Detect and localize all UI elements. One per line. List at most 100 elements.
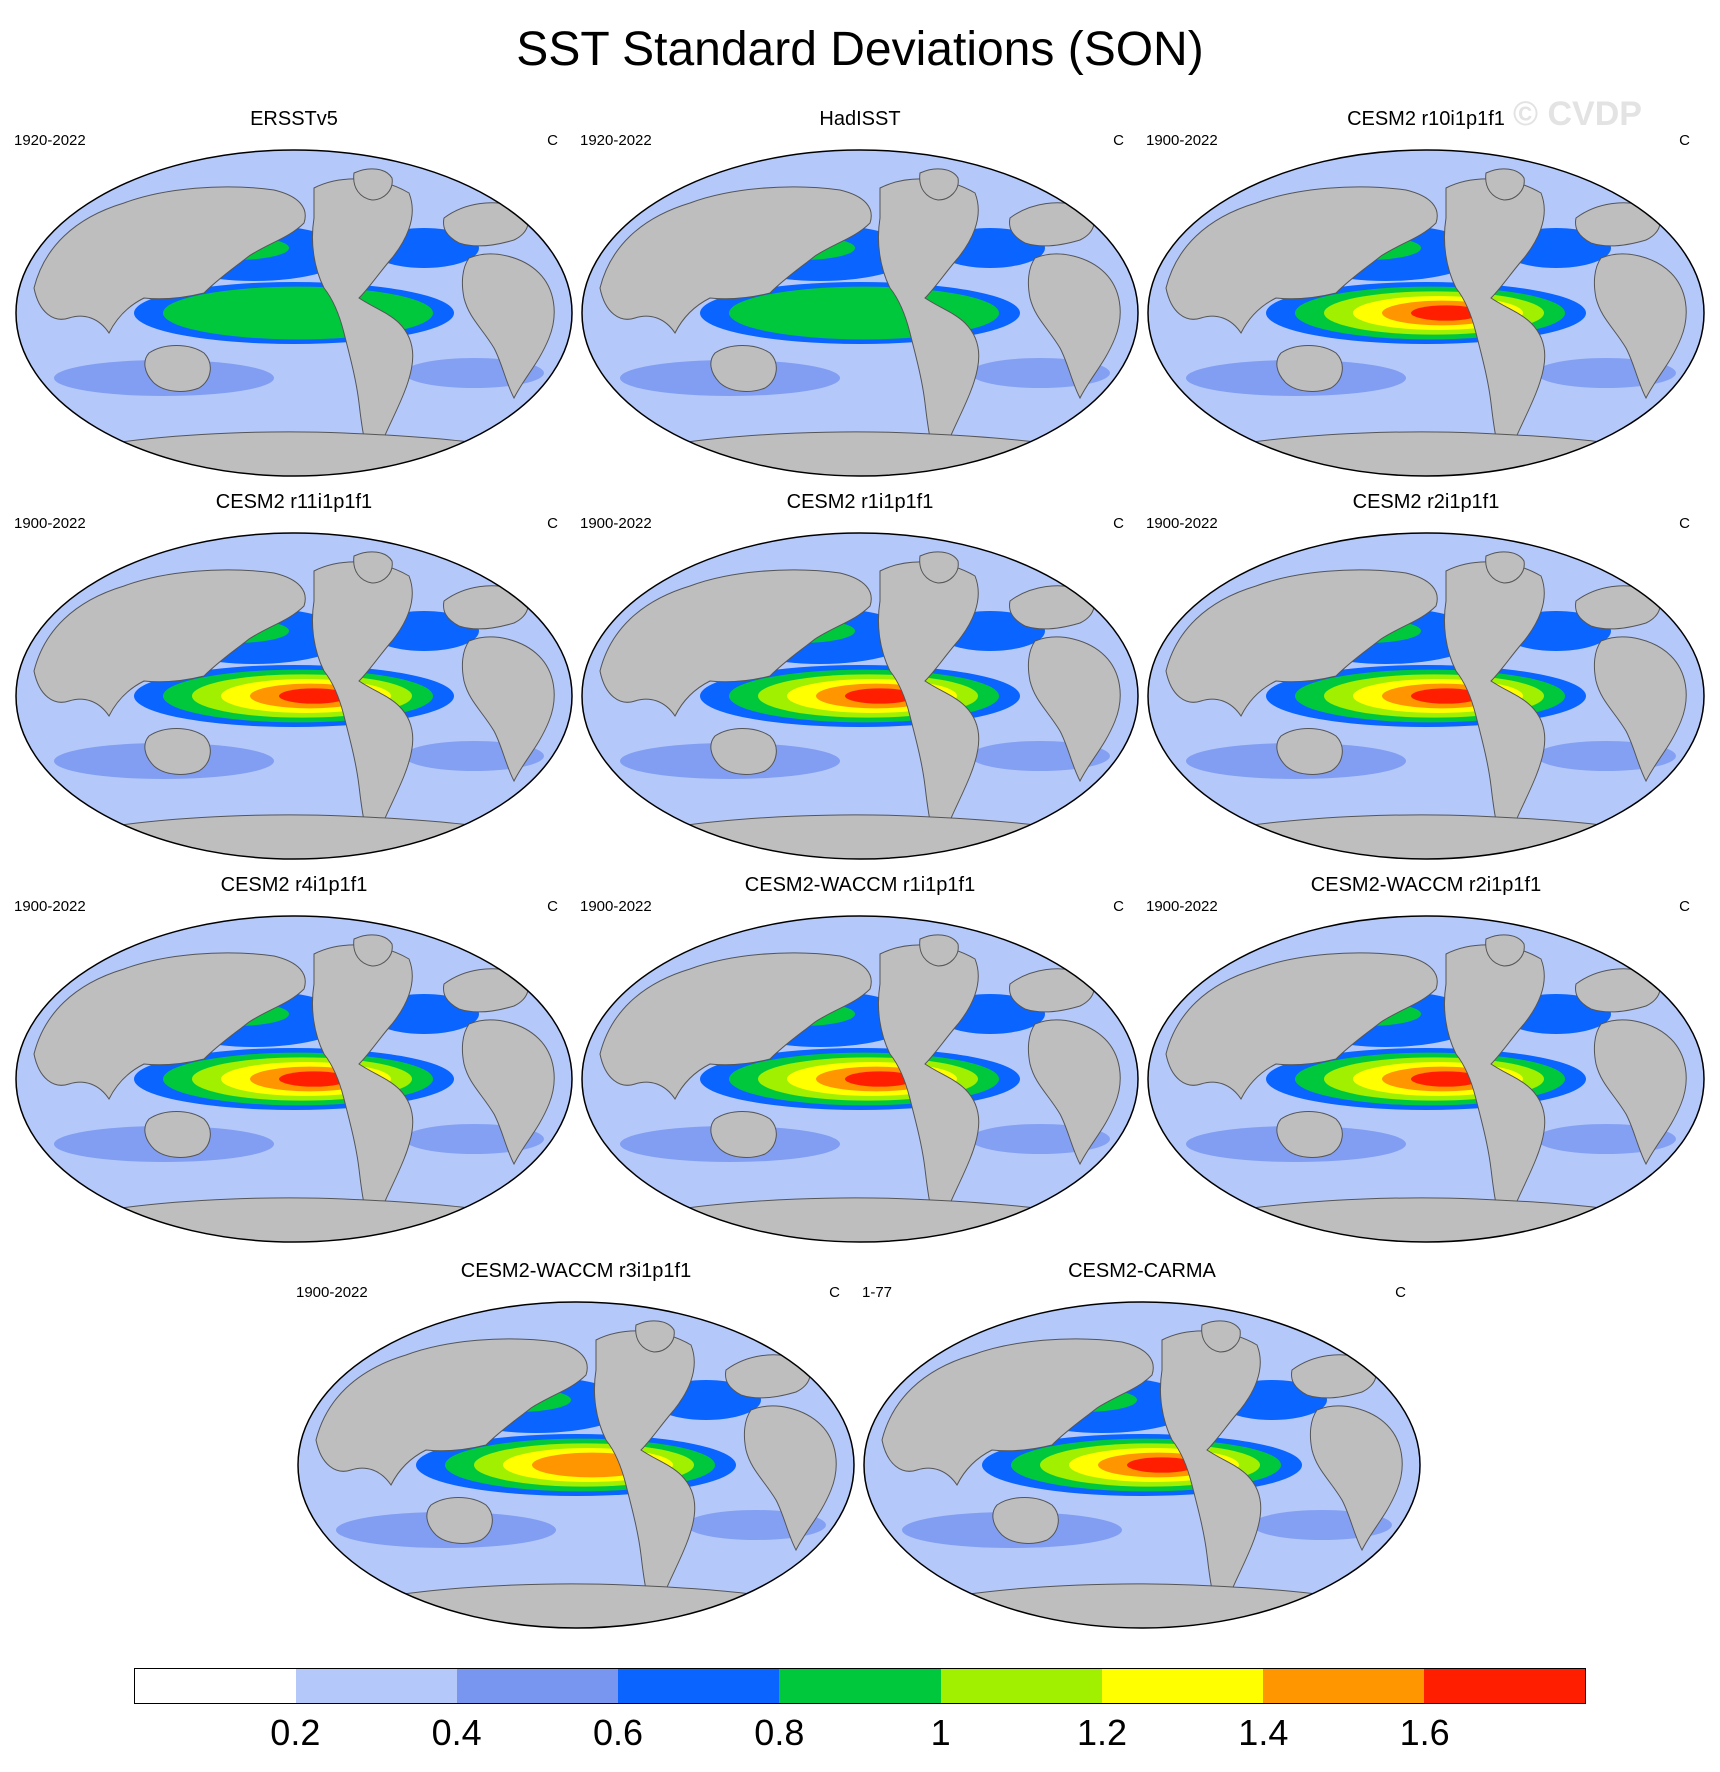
map-outline xyxy=(581,532,1139,860)
greenland-landmass xyxy=(1485,551,1525,584)
panel-title: CESM2-WACCM r2i1p1f1 xyxy=(1310,874,1542,896)
europe-landmass xyxy=(1009,585,1095,630)
colorbar-swatch xyxy=(940,1668,1102,1704)
panel-years: 1900-2022 xyxy=(1146,132,1218,149)
map-panel: CESM2 r4i1p1f1 1900-2022 C xyxy=(14,874,574,1246)
panel-units: C xyxy=(1679,132,1690,149)
europe-landmass xyxy=(725,1354,811,1399)
panel-years: 1920-2022 xyxy=(580,132,652,149)
map-panel: CESM2-WACCM r2i1p1f1 1900-2022 C xyxy=(1146,874,1706,1246)
panel-years: 1900-2022 xyxy=(580,898,652,915)
europe-landmass xyxy=(443,202,529,247)
panel-units: C xyxy=(829,1284,840,1301)
map-outline xyxy=(863,1301,1421,1629)
panel-title: CESM2-WACCM r3i1p1f1 xyxy=(460,1260,692,1282)
australia-landmass xyxy=(710,1111,777,1158)
map-panel: CESM2 r1i1p1f1 1900-2022 C xyxy=(580,491,1140,863)
eurasia-landmass xyxy=(33,569,306,717)
robinson-map xyxy=(581,149,1139,477)
greenland-landmass xyxy=(1485,168,1525,201)
antarctica-landmass xyxy=(112,1197,495,1242)
colorbar-swatch xyxy=(1423,1668,1586,1704)
map-outline xyxy=(15,915,573,1243)
panel-units: C xyxy=(1679,898,1690,915)
australia-landmass xyxy=(710,345,777,392)
panel-title: HadISST xyxy=(819,108,901,130)
enso-tongue-contour xyxy=(1411,1071,1481,1087)
panel-title: CESM2 r10i1p1f1 xyxy=(1347,108,1505,130)
greenland-landmass xyxy=(353,934,393,967)
enso-tongue-contour xyxy=(1127,1457,1197,1473)
colorbar-swatch xyxy=(134,1668,297,1704)
americas-landmass xyxy=(1159,1330,1262,1617)
robinson-map xyxy=(863,1301,1421,1629)
panel-years: 1900-2022 xyxy=(296,1284,368,1301)
greenland-landmass xyxy=(1201,1320,1241,1353)
panel-years: 1900-2022 xyxy=(14,515,86,532)
africa-landmass xyxy=(1593,253,1687,400)
colorbar xyxy=(134,1668,1586,1704)
americas-landmass xyxy=(877,561,980,848)
eurasia-landmass xyxy=(599,952,872,1100)
enso-tongue-contour xyxy=(279,1071,349,1087)
robinson-map xyxy=(297,1301,855,1629)
africa-landmass xyxy=(461,1019,555,1166)
australia-landmass xyxy=(1276,345,1343,392)
greenland-landmass xyxy=(1485,934,1525,967)
panel-units: C xyxy=(547,898,558,915)
colorbar-tick-label: 1.6 xyxy=(1399,1712,1450,1753)
europe-landmass xyxy=(1009,968,1095,1013)
americas-landmass xyxy=(877,178,980,465)
americas-landmass xyxy=(311,944,414,1231)
australia-landmass xyxy=(144,728,211,775)
colorbar-swatch xyxy=(296,1668,458,1704)
map-panel: HadISST 1920-2022 C xyxy=(580,108,1140,480)
americas-landmass xyxy=(877,944,980,1231)
antarctica-landmass xyxy=(394,1583,777,1628)
antarctica-landmass xyxy=(960,1583,1343,1628)
map-panel: ERSSTv5 1920-2022 C xyxy=(14,108,574,480)
antarctica-landmass xyxy=(1244,431,1627,476)
panel-units: C xyxy=(547,132,558,149)
europe-landmass xyxy=(1575,585,1661,630)
eurasia-landmass xyxy=(1165,186,1438,334)
antarctica-landmass xyxy=(678,1197,1061,1242)
antarctica-landmass xyxy=(678,431,1061,476)
map-outline xyxy=(1147,532,1705,860)
figure-title: SST Standard Deviations (SON) xyxy=(516,23,1204,76)
africa-landmass xyxy=(461,253,555,400)
greenland-landmass xyxy=(353,551,393,584)
australia-landmass xyxy=(710,728,777,775)
map-outline xyxy=(297,1301,855,1629)
australia-landmass xyxy=(144,345,211,392)
greenland-landmass xyxy=(353,168,393,201)
eurasia-landmass xyxy=(881,1338,1154,1486)
panel-title: CESM2 r2i1p1f1 xyxy=(1352,491,1500,513)
americas-landmass xyxy=(1443,178,1546,465)
robinson-map xyxy=(1147,149,1705,477)
americas-landmass xyxy=(1443,944,1546,1231)
eurasia-landmass xyxy=(599,569,872,717)
australia-landmass xyxy=(992,1497,1059,1544)
australia-landmass xyxy=(426,1497,493,1544)
eurasia-landmass xyxy=(33,952,306,1100)
colorbar-tick-label: 1.4 xyxy=(1238,1712,1289,1753)
eurasia-landmass xyxy=(1165,952,1438,1100)
panel-years: 1900-2022 xyxy=(580,515,652,532)
enso-tongue-contour xyxy=(279,688,349,704)
panel-years: 1-77 xyxy=(862,1284,893,1301)
africa-landmass xyxy=(1309,1405,1403,1552)
robinson-map xyxy=(15,532,573,860)
map-panel: CESM2-CARMA 1-77 C xyxy=(862,1260,1422,1632)
colorbar-swatch xyxy=(457,1668,619,1704)
colorbar-tick-label: 0.6 xyxy=(592,1712,644,1753)
europe-landmass xyxy=(1575,202,1661,247)
map-panel: CESM2 r11i1p1f1 1900-2022 C xyxy=(14,491,574,863)
greenland-landmass xyxy=(635,1320,675,1353)
eurasia-landmass xyxy=(599,186,872,334)
eurasia-landmass xyxy=(33,186,306,334)
map-panel: CESM2-WACCM r1i1p1f1 1900-2022 C xyxy=(580,874,1140,1246)
africa-landmass xyxy=(1027,636,1121,783)
map-outline xyxy=(1147,915,1705,1243)
europe-landmass xyxy=(1009,202,1095,247)
